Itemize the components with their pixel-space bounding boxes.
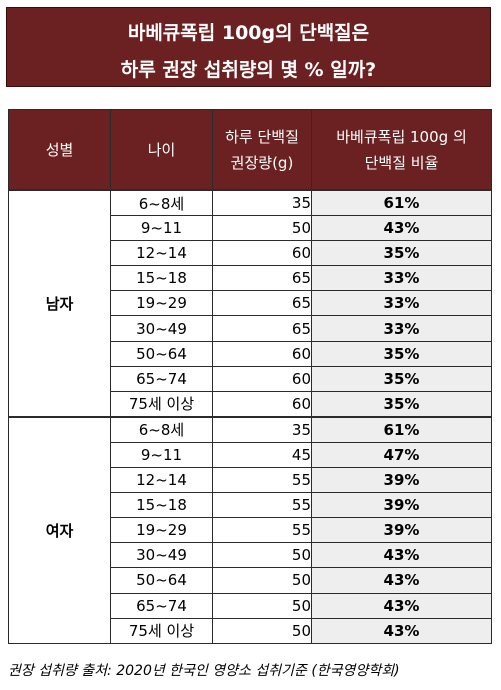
gender-cell: 남자: [8, 189, 111, 418]
age-cell: 6~8세: [110, 189, 213, 217]
amount-cell: 60: [212, 390, 312, 418]
age-cell: 9~11: [110, 441, 213, 469]
header-ratio-line-2: 단백질 비율: [364, 153, 439, 172]
header-gender: 성별: [8, 109, 111, 191]
table-row: 30~49 50 43%: [9, 542, 492, 569]
amount-cell: 50: [212, 592, 312, 619]
amount-cell: 35: [212, 415, 312, 443]
age-cell: 50~64: [110, 340, 213, 367]
ratio-cell: 33%: [311, 265, 492, 292]
source-note: 권장 섭취량 출처: 2020년 한국인 영양소 섭취기준 (한국영양학회): [8, 663, 400, 679]
amount-cell: 65: [212, 315, 312, 342]
table-row: 여자 6~8세 35 61%: [8, 415, 492, 644]
ratio-cell: 39%: [311, 492, 492, 519]
amount-cell: 45: [212, 441, 312, 469]
amount-cell: 60: [212, 340, 312, 367]
table-row: 75세 이상 50 43%: [9, 617, 492, 644]
amount-cell: 60: [212, 240, 312, 267]
age-cell: 19~29: [110, 517, 213, 544]
amount-cell: 50: [212, 617, 312, 644]
table-row: 65~74 50 43%: [9, 592, 492, 619]
ratio-cell: 35%: [311, 390, 492, 418]
header-ratio-line-1: 바베큐폭립 100g 의: [336, 127, 467, 146]
amount-cell: 55: [212, 467, 312, 494]
protein-table: 성별 나이 하루 단백질 권장량(g) 바베큐폭립 100g 의 단백질 비율 …: [8, 109, 492, 644]
table-body: 남자 6~8세 35 61% 9~11 50 43% 12~14 60 35% 15~18 65 33%…: [8, 189, 492, 644]
header-ratio: 바베큐폭립 100g 의 단백질 비율: [311, 109, 492, 191]
ratio-cell: 43%: [311, 617, 492, 644]
header-age: 나이: [110, 109, 213, 191]
header-intake-line-2: 권장량(g): [230, 153, 294, 172]
gender-cell: 여자: [8, 415, 111, 644]
table-row: 30~49 65 33%: [9, 315, 492, 342]
amount-cell: 50: [212, 542, 312, 569]
ratio-cell: 33%: [311, 290, 492, 317]
title-banner: 바베큐폭립 100g의 단백질은 하루 권장 섭취량의 몇 % 일까?: [6, 7, 491, 87]
table-row: 50~64 60 35%: [9, 340, 492, 367]
age-cell: 30~49: [110, 315, 213, 342]
ratio-cell: 39%: [311, 467, 492, 494]
table-row: 12~14 60 35%: [9, 240, 492, 267]
ratio-cell: 35%: [311, 365, 492, 392]
table-row: 12~14 55 39%: [9, 467, 492, 494]
age-cell: 15~18: [110, 265, 213, 292]
amount-cell: 65: [212, 265, 312, 292]
table-header-row: 성별 나이 하루 단백질 권장량(g) 바베큐폭립 100g 의 단백질 비율: [8, 109, 492, 191]
ratio-cell: 43%: [311, 215, 492, 242]
ratio-cell: 43%: [311, 542, 492, 569]
amount-cell: 60: [212, 365, 312, 392]
age-cell: 15~18: [110, 492, 213, 519]
amount-cell: 50: [212, 215, 312, 242]
age-cell: 12~14: [110, 467, 213, 494]
ratio-cell: 35%: [311, 340, 492, 367]
age-cell: 75세 이상: [110, 390, 213, 418]
header-intake: 하루 단백질 권장량(g): [212, 109, 312, 191]
amount-cell: 65: [212, 290, 312, 317]
age-cell: 50~64: [110, 567, 213, 594]
ratio-cell: 43%: [311, 567, 492, 594]
ratio-cell: 61%: [311, 415, 492, 443]
table-row: 9~11 50 43%: [9, 215, 492, 242]
table-row: 65~74 60 35%: [9, 365, 492, 392]
amount-cell: 35: [212, 189, 312, 217]
age-cell: 30~49: [110, 542, 213, 569]
age-cell: 19~29: [110, 290, 213, 317]
ratio-cell: 35%: [311, 240, 492, 267]
age-cell: 6~8세: [110, 415, 213, 443]
ratio-cell: 43%: [311, 592, 492, 619]
amount-cell: 55: [212, 492, 312, 519]
table-row: 19~29 65 33%: [9, 290, 492, 317]
table-row: 남자 6~8세 35 61%: [8, 189, 492, 418]
title-line-1: 바베큐폭립 100g의 단백질은: [127, 22, 370, 44]
ratio-cell: 33%: [311, 315, 492, 342]
table-row: 15~18 65 33%: [9, 265, 492, 292]
ratio-cell: 47%: [311, 441, 492, 469]
header-intake-line-1: 하루 단백질: [225, 127, 299, 146]
age-cell: 65~74: [110, 592, 213, 619]
ratio-cell: 61%: [311, 189, 492, 217]
age-cell: 12~14: [110, 240, 213, 267]
age-cell: 65~74: [110, 365, 213, 392]
age-cell: 9~11: [110, 215, 213, 242]
amount-cell: 50: [212, 567, 312, 594]
amount-cell: 55: [212, 517, 312, 544]
table-row: 9~11 45 47%: [9, 441, 492, 469]
age-cell: 75세 이상: [110, 617, 213, 644]
ratio-cell: 39%: [311, 517, 492, 544]
title-line-2: 하루 권장 섭취량의 몇 % 일까?: [120, 59, 377, 81]
